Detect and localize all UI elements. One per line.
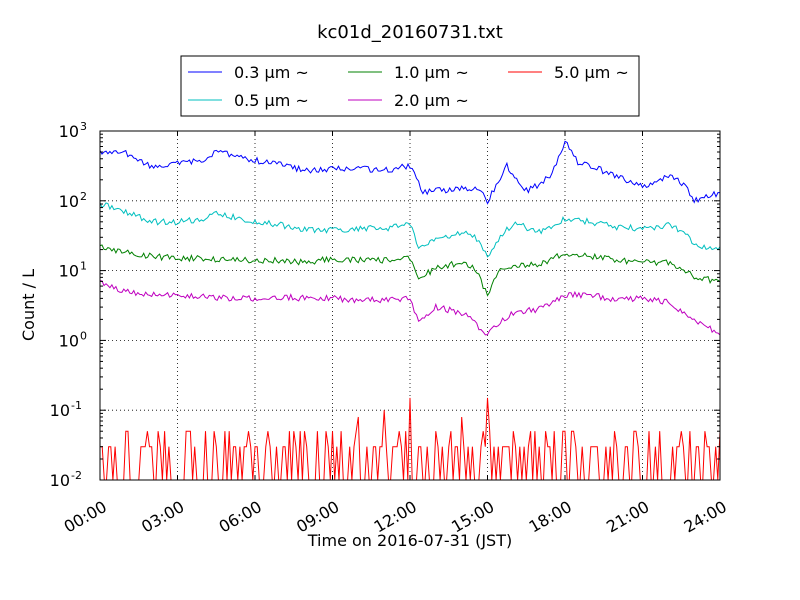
legend-label: 0.5 μm ~: [234, 91, 309, 110]
y-tick-label: 100: [59, 329, 87, 350]
x-tick-label: 18:00: [526, 497, 575, 537]
x-axis-label: Time on 2016-07-31 (JST): [307, 531, 512, 550]
series-line: [99, 244, 721, 297]
y-tick-label: 103: [59, 120, 87, 141]
y-tick-exponent: -1: [71, 399, 82, 412]
y-tick-exponent: 1: [80, 260, 87, 273]
series-line: [99, 140, 721, 205]
legend-label: 5.0 μm ~: [554, 63, 629, 82]
x-tick-label: 06:00: [216, 497, 265, 537]
y-tick-label: 101: [59, 260, 87, 281]
y-tick-exponent: 3: [80, 120, 87, 133]
legend-label: 1.0 μm ~: [394, 63, 469, 82]
y-tick-label: 10-2: [50, 469, 82, 490]
series-line: [99, 202, 721, 258]
x-tick-label: 24:00: [681, 497, 730, 537]
chart-title: kc01d_20160731.txt: [317, 22, 503, 43]
ticks: [99, 130, 721, 481]
y-tick-exponent: 0: [80, 329, 87, 342]
legend-label: 2.0 μm ~: [394, 91, 469, 110]
y-tick-label: 10-1: [50, 399, 82, 420]
grid: [100, 131, 720, 480]
legend-frame: [180, 55, 640, 117]
legend-label: 0.3 μm ~: [234, 63, 309, 82]
x-tick-label: 21:00: [603, 497, 652, 537]
y-tick-exponent: -2: [71, 469, 82, 482]
y-tick-label: 102: [59, 190, 87, 211]
legend: 0.3 μm ~ 0.5 μm ~ 1.0 μm ~ 2.0 μm ~ 5.0 μm ~: [180, 55, 640, 117]
x-tick-label: 03:00: [138, 497, 187, 537]
series-layer: [99, 140, 721, 481]
y-tick-exponent: 2: [80, 190, 87, 203]
y-axis-label: Count / L: [19, 269, 38, 341]
x-tick-label: 00:00: [61, 497, 110, 537]
series-line: [99, 280, 721, 336]
